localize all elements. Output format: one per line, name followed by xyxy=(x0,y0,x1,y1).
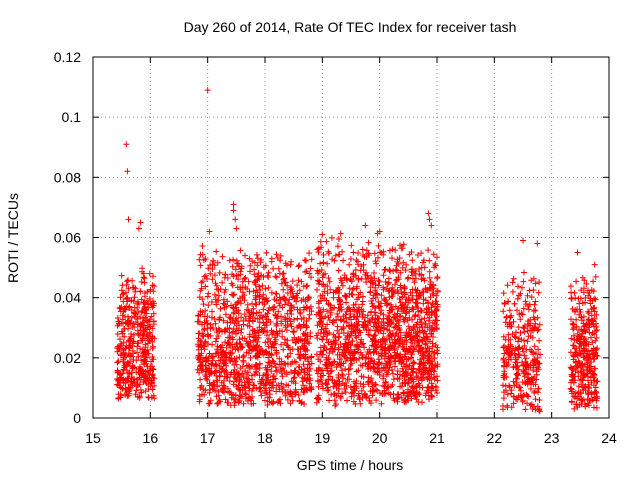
y-tick-label: 0.1 xyxy=(62,109,82,125)
y-tick-label: 0.06 xyxy=(54,230,81,246)
y-tick-label: 0.12 xyxy=(54,49,81,65)
x-tick-label: 18 xyxy=(257,430,273,446)
axis-ticks: 15 16 17 18 19 20 21 22 23 24 0 0.02 0.04 0.06 0.08 0.1… xyxy=(54,49,617,446)
roti-plus-markers xyxy=(114,87,601,415)
x-tick-label: 22 xyxy=(487,430,503,446)
x-tick-label: 17 xyxy=(200,430,216,446)
chart-title: Day 260 of 2014, Rate Of TEC Index for r… xyxy=(184,19,517,35)
x-tick-label: 19 xyxy=(315,430,331,446)
y-tick-label: 0.02 xyxy=(54,350,81,366)
x-tick-label: 21 xyxy=(429,430,445,446)
y-tick-label: 0.04 xyxy=(54,290,81,306)
grid xyxy=(93,57,609,418)
x-axis-label: GPS time / hours xyxy=(297,457,404,473)
y-axis-label: ROTI / TECUs xyxy=(5,193,21,283)
data-points xyxy=(114,87,601,415)
x-tick-label: 15 xyxy=(85,430,101,446)
x-tick-label: 24 xyxy=(601,430,617,446)
x-tick-label: 23 xyxy=(544,430,560,446)
y-tick-label: 0.08 xyxy=(54,169,81,185)
x-tick-label: 16 xyxy=(143,430,159,446)
x-tick-label: 20 xyxy=(372,430,388,446)
y-tick-label: 0 xyxy=(73,410,81,426)
